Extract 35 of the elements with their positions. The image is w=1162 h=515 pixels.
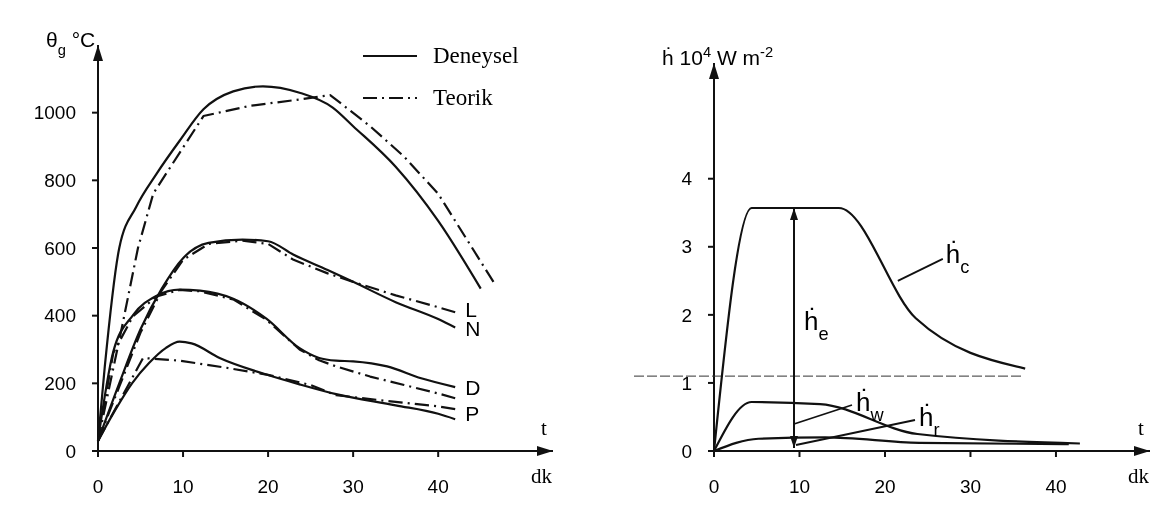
x-tick-label: 0: [92, 476, 104, 497]
x-tick-label: 40: [1045, 476, 1067, 497]
annotation: D: [465, 376, 481, 400]
x-axis-title: dk: [531, 464, 553, 488]
x-tick-label: 20: [257, 476, 279, 497]
y-axis-title: ḣ 10$^{4}$ W m$^{-2}$: [662, 44, 774, 69]
x-tick-label: 10: [788, 476, 811, 497]
y-tick-label: 800: [44, 169, 76, 191]
y-tick-label: 600: [44, 237, 76, 259]
y-tick-label: 4: [681, 168, 693, 190]
annotation: t: [1138, 416, 1144, 440]
y-tick-label: 1000: [33, 102, 76, 124]
x-tick-label: 30: [959, 476, 982, 497]
annotation: t: [541, 416, 547, 440]
y-tick-label: 0: [681, 440, 692, 462]
y-tick-label: 0: [65, 440, 76, 462]
y-tick-label: 3: [681, 236, 692, 258]
annotation: ḣ$_{c}$: [945, 238, 970, 277]
x-tick-label: 40: [427, 476, 449, 497]
y-tick-label: 200: [44, 372, 76, 394]
x-tick-label: 20: [874, 476, 896, 497]
x-axis-title: dk: [1128, 464, 1150, 488]
annotation: P: [465, 402, 480, 426]
legend-label: Deneysel: [433, 43, 519, 68]
y-tick-label: 2: [681, 304, 692, 326]
y-tick-label: 1: [681, 372, 692, 394]
y-tick-label: 400: [44, 305, 76, 327]
annotation: ḣ$_{r}$: [919, 402, 940, 440]
annotation: ḣ$_{w}$: [856, 387, 885, 425]
x-tick-label: 0: [708, 476, 720, 497]
annotation: ḣ$_{e}$: [804, 305, 829, 344]
x-tick-label: 10: [172, 476, 194, 497]
legend-label: Teorik: [433, 85, 494, 110]
y-axis-title: θ$_{g}$ °C: [46, 28, 96, 58]
x-tick-label: 30: [342, 476, 364, 497]
